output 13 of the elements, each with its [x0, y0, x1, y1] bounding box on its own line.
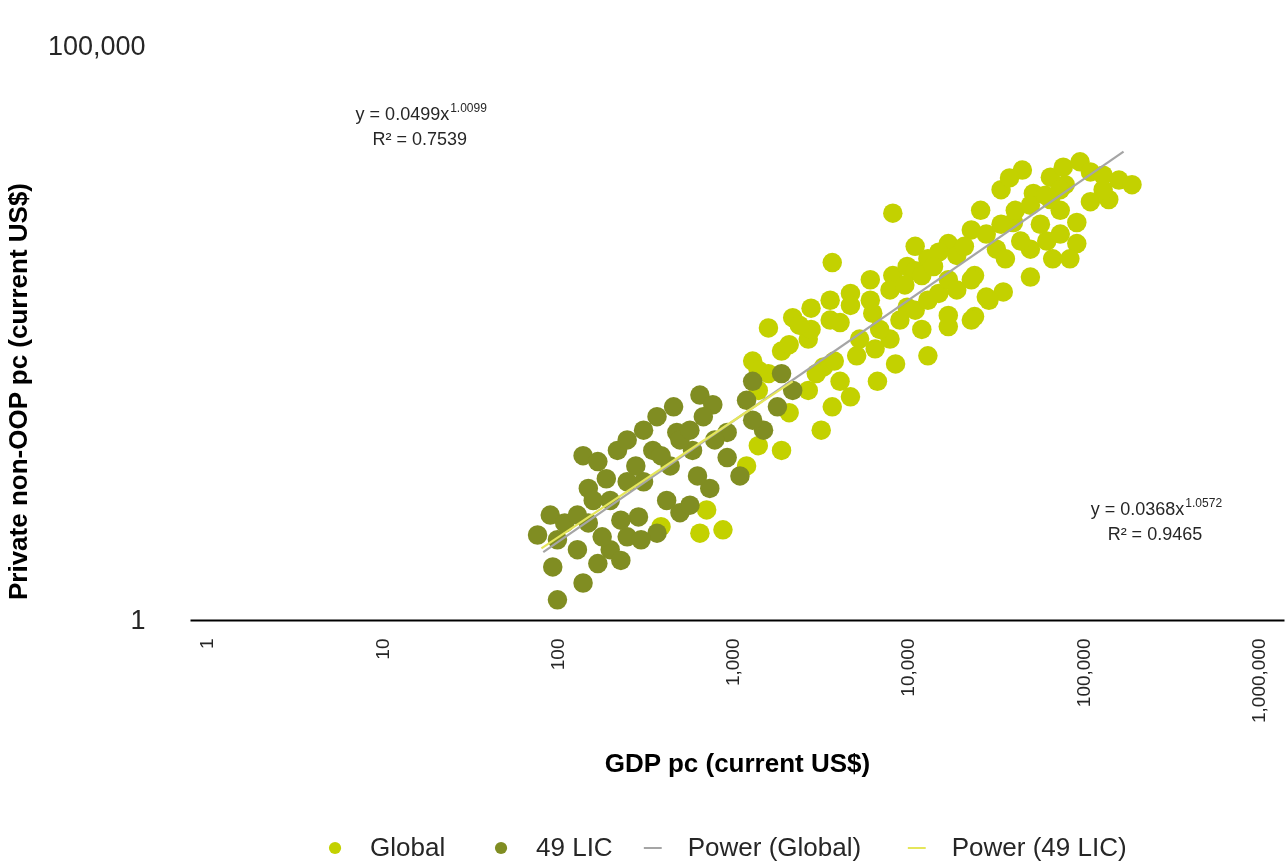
legend-label: Global: [370, 832, 446, 862]
legend-label: Power (Global): [687, 832, 862, 862]
x-tick-label: 100,000: [1072, 638, 1094, 708]
x-axis-title: GDP pc (current US$): [604, 748, 871, 779]
y-axis-title: Private non-OOP pc (current US$): [2, 182, 33, 601]
x-tick-label: 1,000,000: [1247, 638, 1269, 724]
legend-label: Power (49 LIC): [951, 832, 1127, 862]
x-tick-label: 1,000: [722, 638, 744, 687]
x-tick-label: 1: [196, 638, 218, 650]
x-tick-label: 100: [546, 638, 568, 671]
x-tick-label: 10,000: [897, 638, 919, 697]
x-tick-label: 10: [371, 638, 393, 660]
legend-label: 49 LIC: [536, 832, 613, 862]
